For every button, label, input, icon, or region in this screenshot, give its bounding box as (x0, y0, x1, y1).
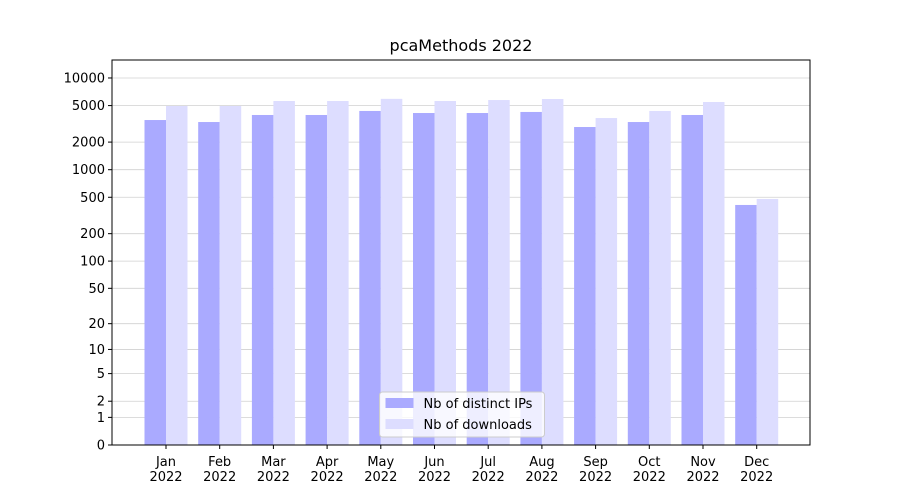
bar (273, 101, 295, 446)
x-tick-label: Jan 2022 (149, 455, 182, 485)
x-tick-label: May 2022 (364, 455, 397, 485)
y-tick-label: 2000 (72, 136, 105, 151)
y-tick-label: 20 (88, 317, 105, 332)
legend-box (379, 391, 545, 438)
legend-label: Nb of distinct IPs (424, 397, 533, 412)
bar (466, 113, 489, 446)
y-tick-label: 50 (88, 282, 105, 297)
x-tick-label: Nov 2022 (686, 455, 719, 485)
bar (359, 110, 381, 445)
bar (305, 114, 328, 445)
bar (166, 105, 188, 445)
y-tick-label: 1 (97, 411, 105, 426)
plot-frame (111, 59, 811, 446)
y-tick-label: 1000 (72, 163, 105, 178)
legend-swatch (385, 398, 414, 408)
bar (219, 105, 242, 445)
chart-title: pcaMethods 2022 (390, 36, 533, 55)
x-tick-label: Sep 2022 (579, 455, 612, 485)
y-tick-label: 5000 (72, 99, 105, 114)
bar (574, 127, 596, 445)
bar (488, 100, 510, 445)
x-tick-label: Oct 2022 (633, 455, 666, 485)
y-tick-label: 10000 (64, 71, 105, 86)
y-tick-label: 5 (97, 367, 105, 382)
bar (327, 101, 349, 446)
bar (198, 122, 220, 445)
x-tick-label: Dec 2022 (740, 455, 773, 485)
bar (627, 122, 650, 445)
y-tick-label: 0 (97, 439, 105, 454)
x-tick-label: Jun 2022 (418, 455, 451, 485)
bar (520, 111, 542, 446)
bar (434, 101, 456, 446)
bar (413, 113, 435, 446)
bar (541, 98, 564, 445)
y-tick-label: 500 (80, 191, 105, 206)
x-tick-label: Feb 2022 (203, 455, 236, 485)
bar (251, 114, 274, 445)
legend-label: Nb of downloads (424, 418, 533, 433)
x-tick-label: Apr 2022 (311, 455, 344, 485)
legend-swatch (385, 419, 414, 429)
bar (681, 114, 703, 445)
y-tick-label: 100 (80, 255, 105, 270)
x-tick-label: Aug 2022 (525, 455, 558, 485)
bar (144, 120, 166, 445)
bar (703, 102, 725, 445)
y-tick-label: 10 (88, 343, 105, 358)
y-tick-label: 200 (80, 227, 105, 242)
x-tick-label: Mar 2022 (257, 455, 290, 485)
bar (756, 198, 779, 445)
bar (380, 98, 403, 445)
y-tick-label: 2 (97, 395, 105, 410)
bar (735, 204, 757, 445)
x-tick-label: Jul 2022 (472, 455, 505, 485)
bar (649, 110, 671, 445)
bar (595, 118, 618, 445)
